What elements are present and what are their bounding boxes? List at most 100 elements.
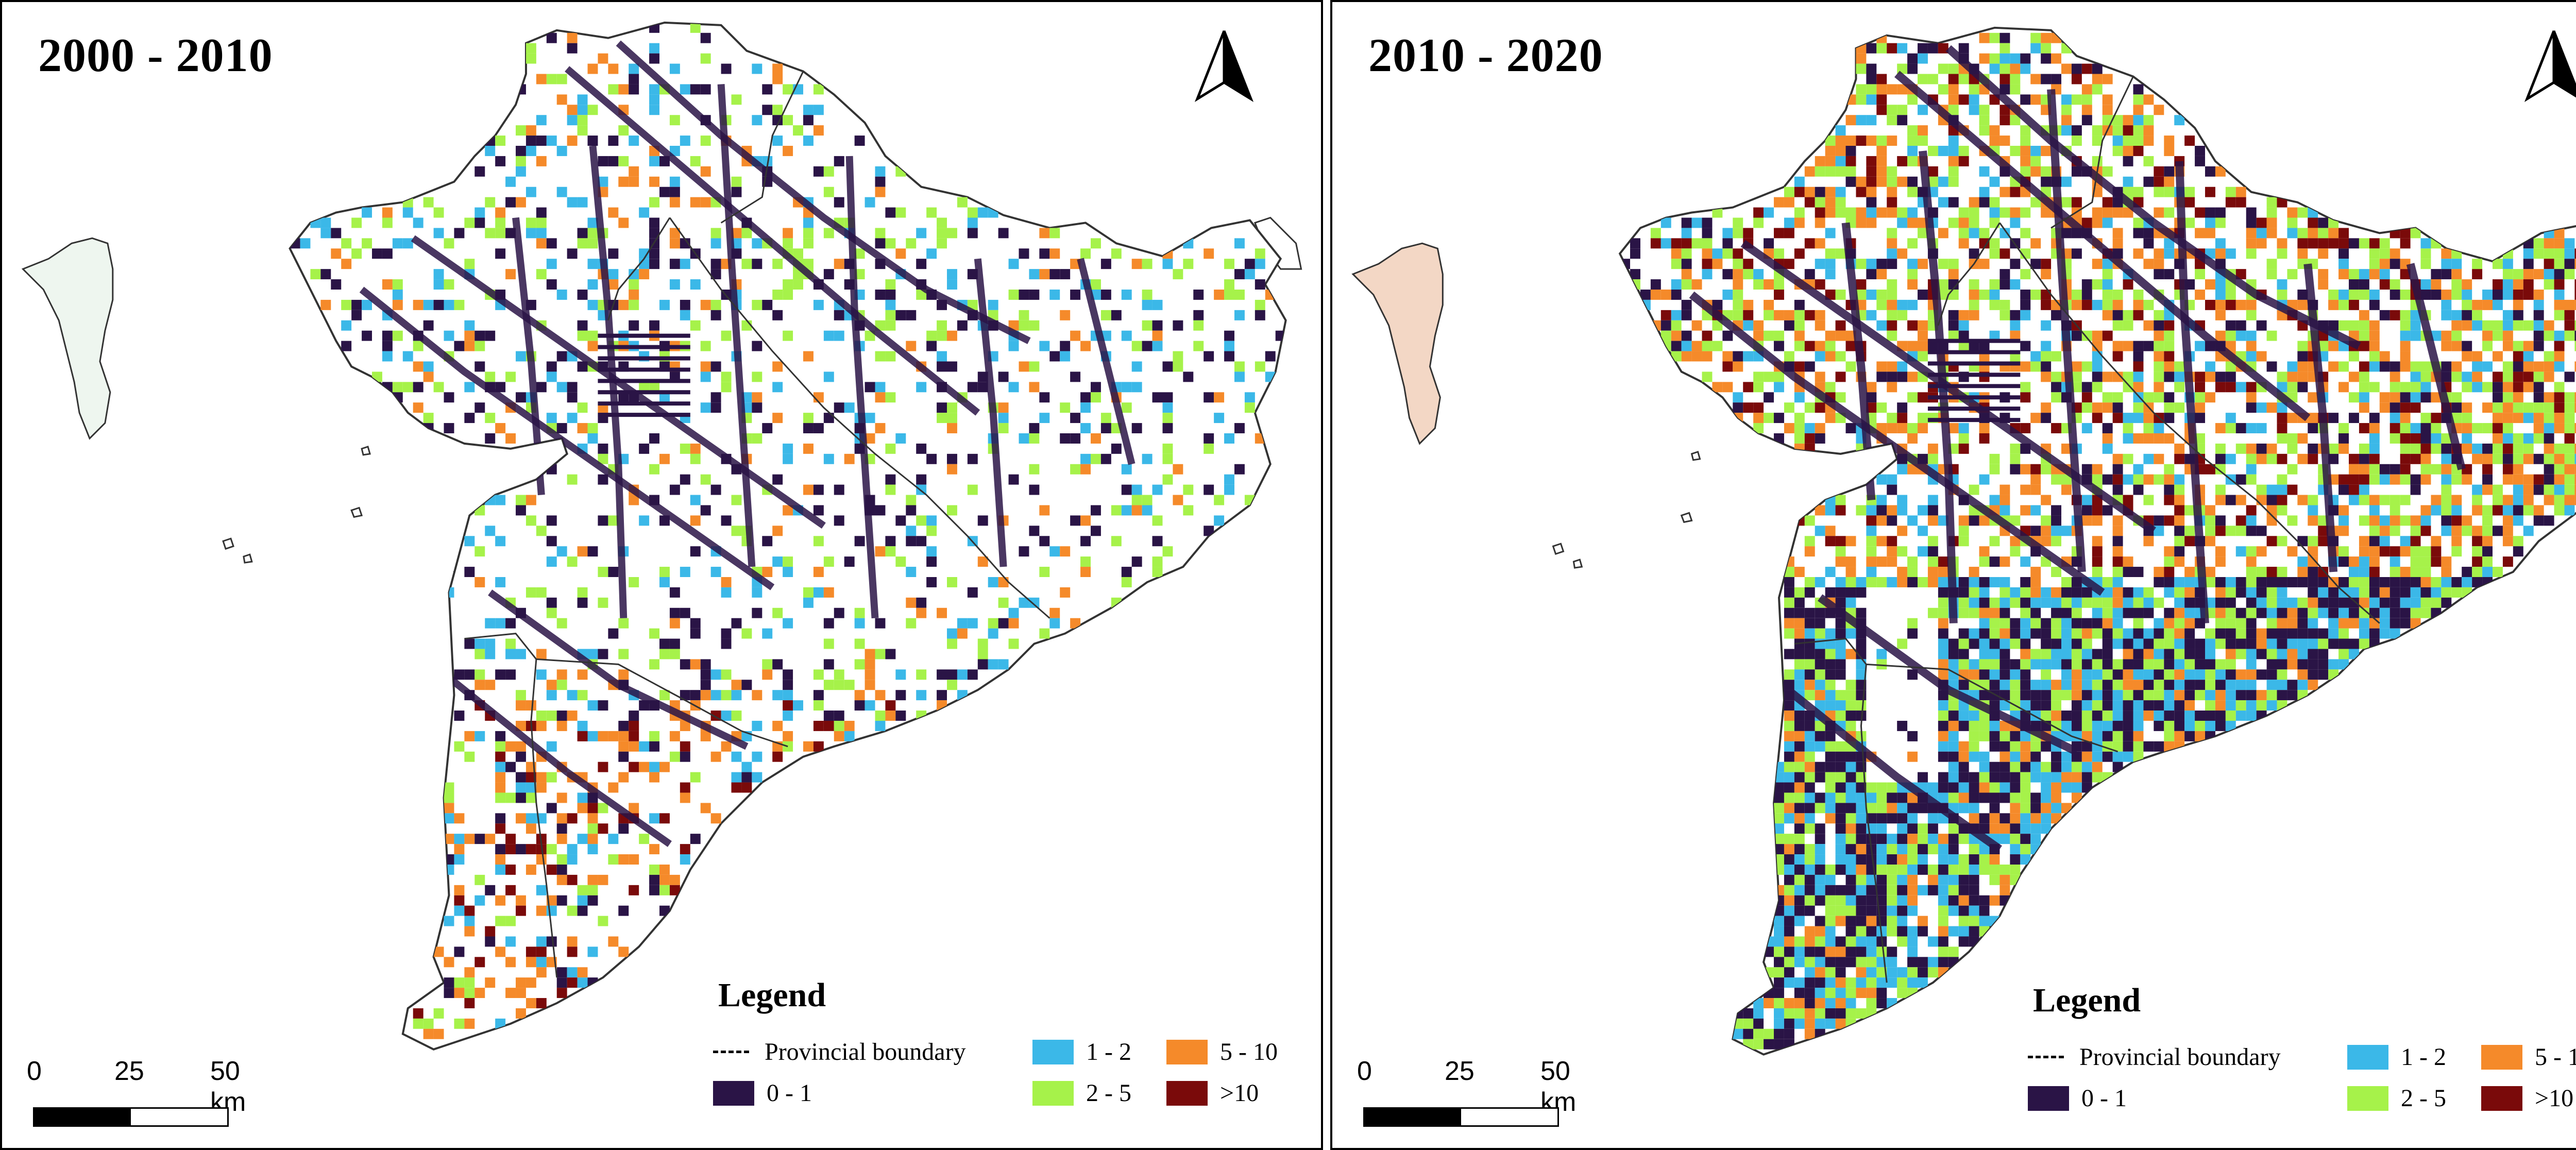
legend-item-class-1: 1 - 2 xyxy=(2347,1043,2446,1071)
change-cell xyxy=(1876,94,1887,105)
change-cell xyxy=(474,834,485,844)
change-cell xyxy=(1183,259,1194,269)
change-cell xyxy=(1815,741,1825,752)
change-cell xyxy=(2410,330,2421,341)
change-cell xyxy=(1938,967,1948,978)
change-cell xyxy=(2184,505,2195,516)
change-cell xyxy=(618,669,629,680)
change-cell xyxy=(2523,259,2534,269)
change-cell xyxy=(731,495,742,505)
change-cell xyxy=(803,217,814,228)
change-cell xyxy=(2544,453,2554,464)
change-cell xyxy=(2010,320,2021,331)
change-cell xyxy=(413,382,423,393)
change-cell xyxy=(1969,936,1979,947)
change-cell xyxy=(690,659,701,670)
change-cell xyxy=(1856,885,1867,895)
change-cell xyxy=(710,310,721,320)
change-cell xyxy=(2010,659,2021,670)
change-cell xyxy=(2349,649,2359,659)
change-cell xyxy=(988,628,998,639)
change-cell xyxy=(1845,844,1856,855)
change-cell xyxy=(1825,413,1836,424)
change-cell xyxy=(546,711,557,721)
change-cell xyxy=(2174,505,2185,516)
change-cell xyxy=(669,63,680,74)
change-cell xyxy=(1070,618,1081,629)
change-cell xyxy=(485,526,496,536)
change-cell xyxy=(1825,998,1836,1008)
change-cell xyxy=(2102,289,2113,300)
change-cell xyxy=(1835,125,1846,136)
change-cell xyxy=(1948,659,1959,670)
change-cell xyxy=(2410,382,2421,393)
change-cell xyxy=(2215,464,2226,475)
change-cell xyxy=(2441,556,2452,567)
change-cell xyxy=(2195,669,2206,680)
change-cell xyxy=(2493,299,2503,310)
change-cell xyxy=(2297,628,2308,639)
change-cell xyxy=(1162,402,1173,413)
change-cell xyxy=(2564,371,2575,382)
change-cell xyxy=(875,711,886,721)
change-cell xyxy=(2564,423,2575,433)
change-cell xyxy=(1733,402,1743,413)
change-cell xyxy=(413,361,423,372)
change-cell xyxy=(649,248,660,259)
legend-swatch xyxy=(1166,1039,1208,1064)
change-cell xyxy=(1029,269,1040,280)
change-cell xyxy=(598,443,608,454)
change-cell xyxy=(2235,269,2246,280)
change-cell xyxy=(2143,597,2154,608)
change-cell xyxy=(351,299,362,310)
change-cell xyxy=(2287,413,2298,424)
change-cell xyxy=(454,299,465,310)
change-cell xyxy=(2112,597,2123,608)
legend-label: >10 xyxy=(1220,1079,1259,1107)
change-cell xyxy=(731,176,742,187)
change-cell xyxy=(1815,998,1825,1008)
change-cell xyxy=(2502,495,2513,505)
change-cell xyxy=(2205,577,2215,587)
change-cell xyxy=(1815,803,1825,814)
change-cell xyxy=(1131,382,1142,393)
change-cell xyxy=(2256,238,2267,249)
change-cell xyxy=(1866,310,1877,320)
change-cell xyxy=(1969,587,1979,598)
change-cell xyxy=(536,587,547,598)
change-cell xyxy=(1999,618,2010,629)
change-cell xyxy=(516,700,526,711)
change-cell xyxy=(1681,279,1692,290)
change-cell xyxy=(2143,628,2154,639)
change-cell xyxy=(2256,402,2267,413)
change-cell xyxy=(2400,341,2411,351)
change-cell xyxy=(803,105,814,115)
change-cell xyxy=(2533,341,2544,351)
change-cell xyxy=(2359,382,2369,393)
change-cell xyxy=(2143,299,2154,310)
change-cell xyxy=(1887,536,1897,547)
change-cell xyxy=(2154,526,2164,536)
change-cell xyxy=(1794,854,1805,865)
change-cell xyxy=(1958,792,1969,803)
change-cell xyxy=(2246,649,2257,659)
change-cell xyxy=(2071,669,2082,680)
change-cell xyxy=(2061,587,2072,598)
legend-swatch xyxy=(713,1080,754,1106)
change-cell xyxy=(1948,792,1959,803)
change-cell xyxy=(2338,505,2349,516)
change-cell xyxy=(1835,187,1846,197)
change-cell xyxy=(1835,669,1846,680)
change-cell xyxy=(598,53,608,64)
change-cell xyxy=(1866,217,1877,228)
change-cell xyxy=(2482,546,2493,557)
change-cell xyxy=(2112,628,2123,639)
change-cell xyxy=(1029,423,1040,433)
change-cell xyxy=(2338,618,2349,629)
change-cell xyxy=(977,638,988,649)
change-cell xyxy=(2143,341,2154,351)
change-cell xyxy=(1080,453,1091,464)
change-cell xyxy=(2493,443,2503,454)
change-cell xyxy=(1691,351,1702,362)
change-cell xyxy=(1039,628,1050,639)
